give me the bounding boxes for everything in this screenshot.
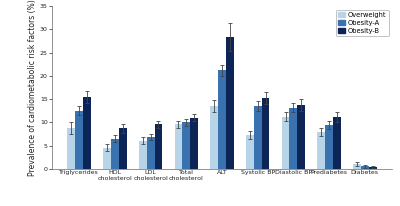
Bar xyxy=(246,135,254,169)
Legend: Overweight, Obesity-A, Obesity-B: Overweight, Obesity-A, Obesity-B xyxy=(336,9,389,36)
Bar xyxy=(190,118,198,169)
Bar xyxy=(75,111,83,169)
Bar xyxy=(353,164,361,169)
Bar xyxy=(210,106,218,169)
Bar xyxy=(218,70,226,169)
Bar xyxy=(290,108,297,169)
Bar xyxy=(68,128,75,169)
Bar xyxy=(254,106,262,169)
Bar xyxy=(333,117,341,169)
Bar xyxy=(147,137,154,169)
Bar xyxy=(119,129,127,169)
Bar xyxy=(111,139,119,169)
Bar xyxy=(325,125,333,169)
Bar xyxy=(83,97,91,169)
Bar xyxy=(174,124,182,169)
Bar xyxy=(262,98,270,169)
Bar xyxy=(361,166,369,169)
Bar xyxy=(282,117,290,169)
Bar xyxy=(103,147,111,169)
Bar xyxy=(297,105,305,169)
Bar xyxy=(369,167,376,169)
Bar xyxy=(182,122,190,169)
Bar xyxy=(139,140,147,169)
Bar xyxy=(226,37,234,169)
Bar xyxy=(317,132,325,169)
Bar xyxy=(154,124,162,169)
Y-axis label: Prevalence of cardiometabolic risk factors (%): Prevalence of cardiometabolic risk facto… xyxy=(28,0,37,176)
